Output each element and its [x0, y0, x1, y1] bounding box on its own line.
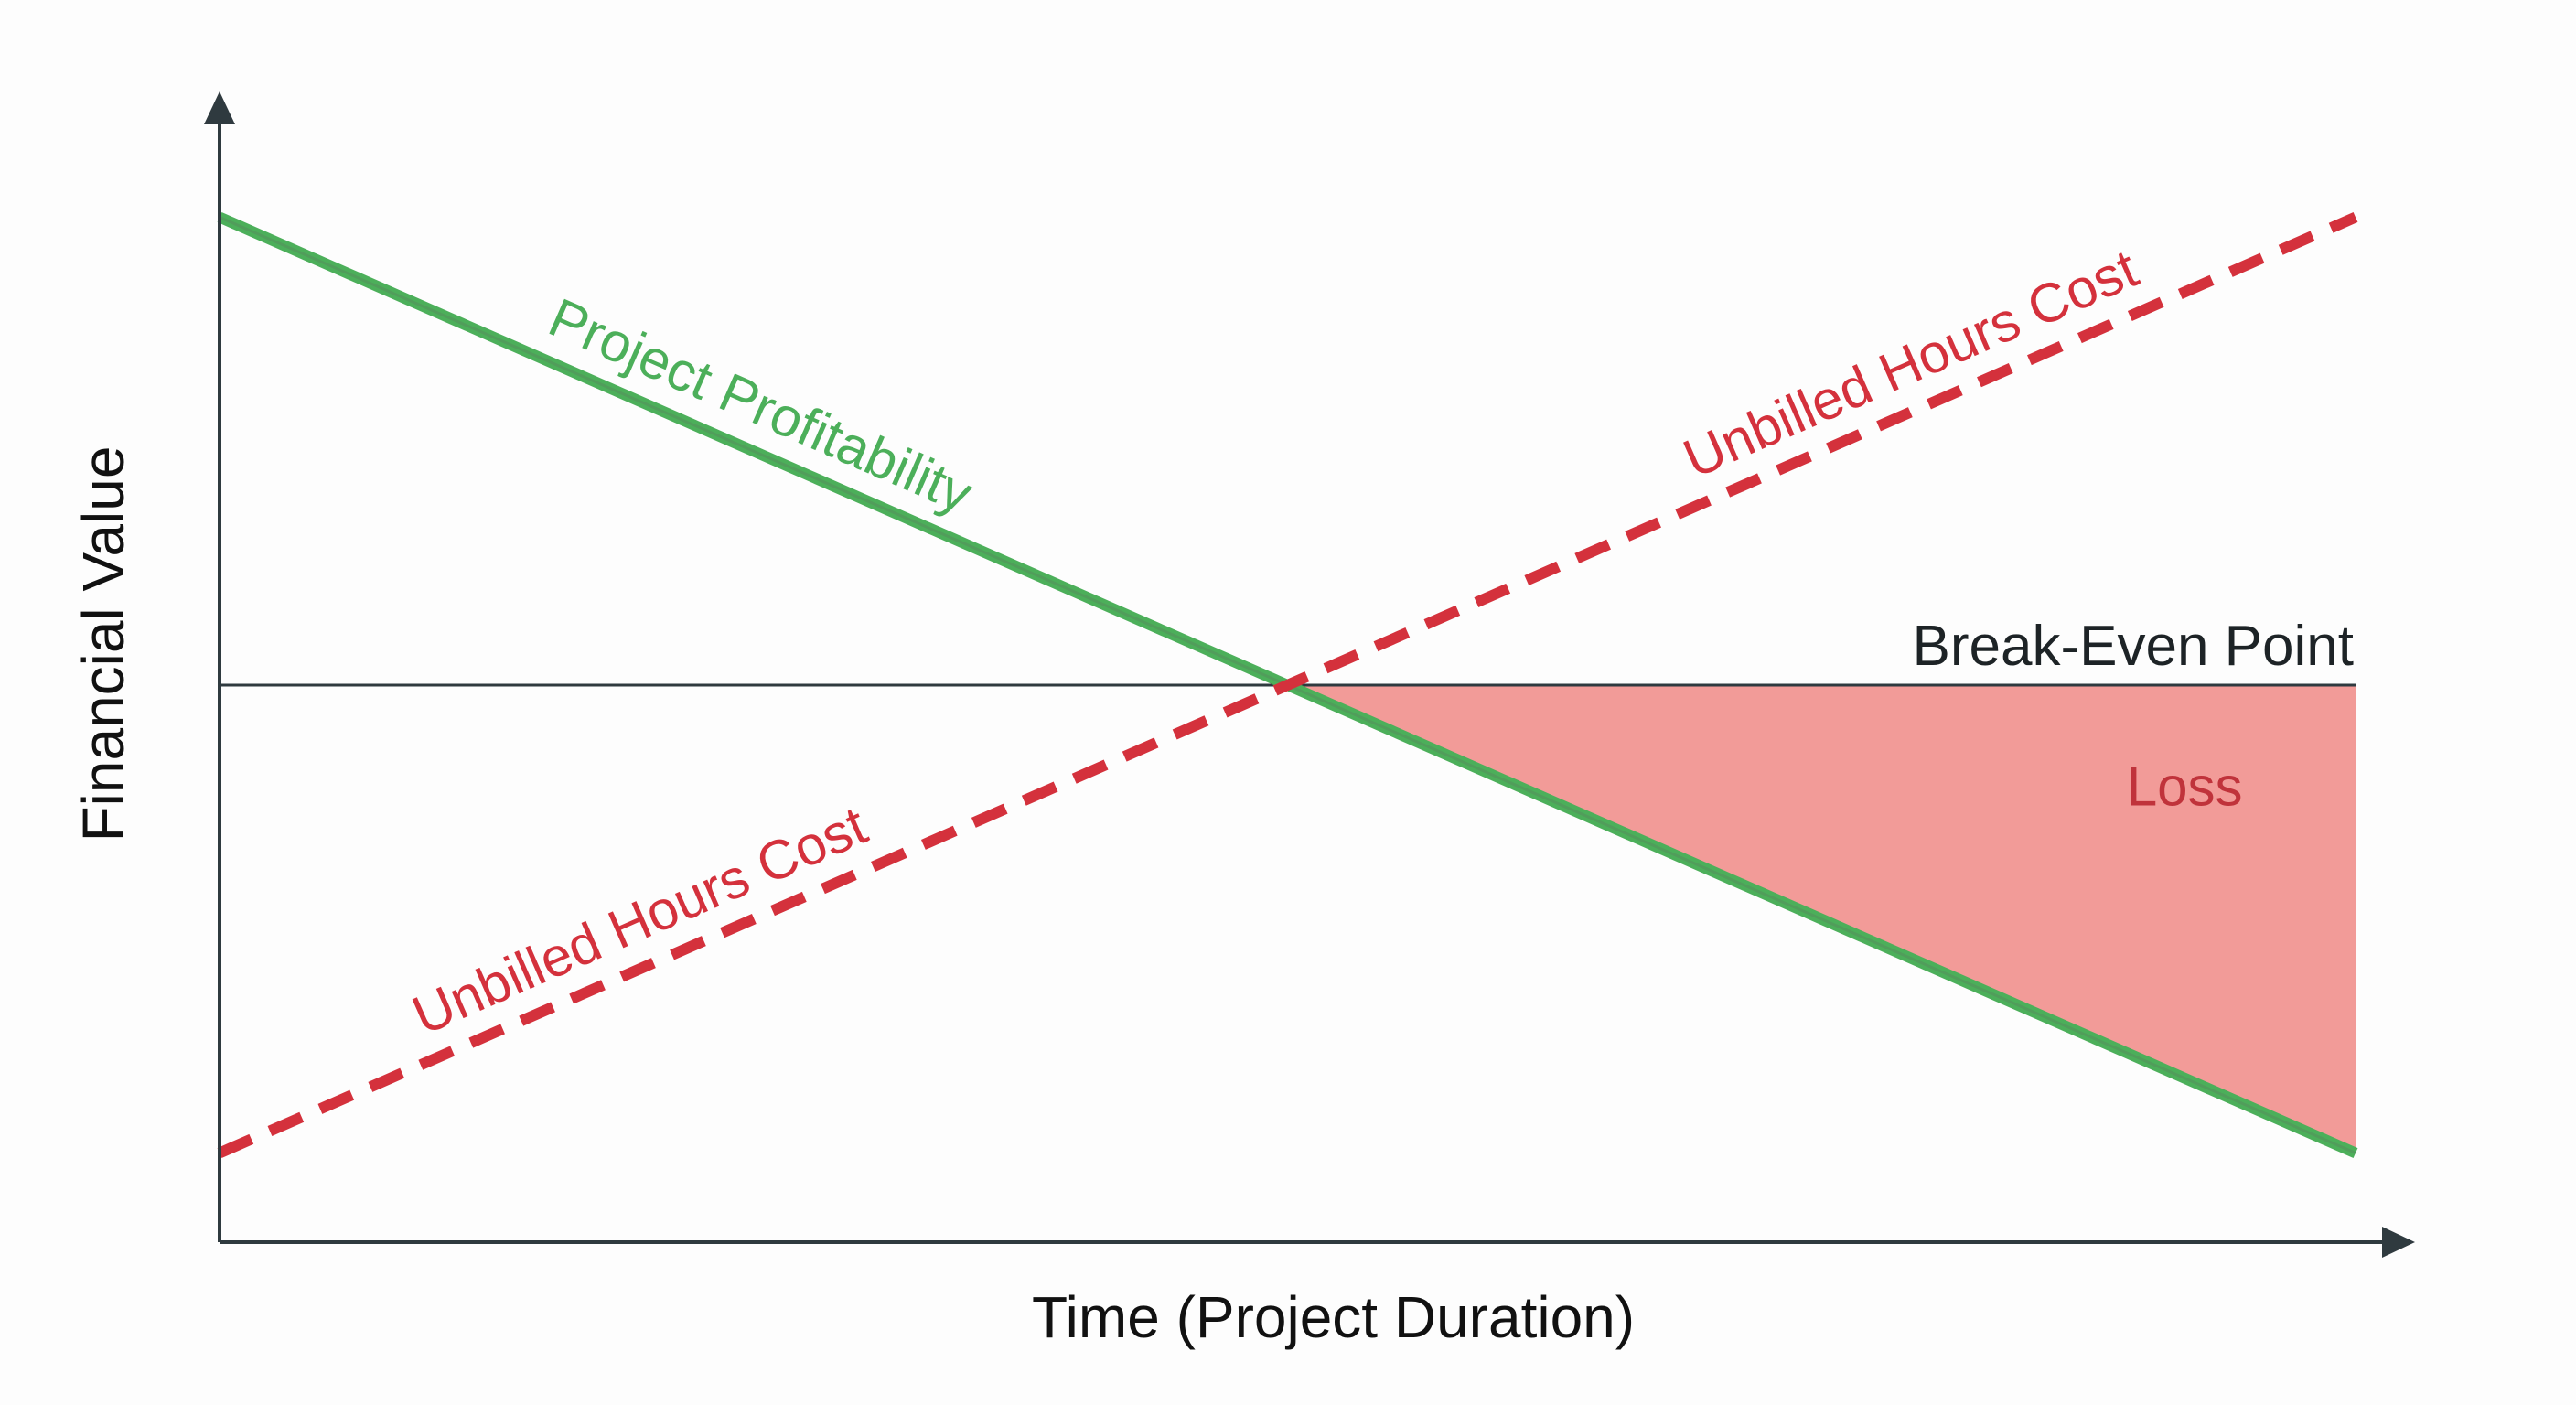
- series-line-unbilled: [217, 211, 2358, 1159]
- loss-label: Loss: [2127, 756, 2243, 818]
- x-axis-label: Time (Project Duration): [1032, 1284, 1635, 1350]
- y-axis-label: Financial Value: [70, 446, 136, 842]
- annotation-unbilled-2: Unbilled Hours Cost: [403, 794, 875, 1046]
- annotation-profitability-0: Project Profitability: [541, 286, 982, 525]
- annotation-unbilled-1: Unbilled Hours Cost: [1675, 238, 2147, 490]
- break-even-label: Break-Even Point: [1913, 615, 2354, 678]
- x-axis-arrow-icon: [2382, 1227, 2415, 1258]
- y-axis-arrow-icon: [204, 91, 235, 124]
